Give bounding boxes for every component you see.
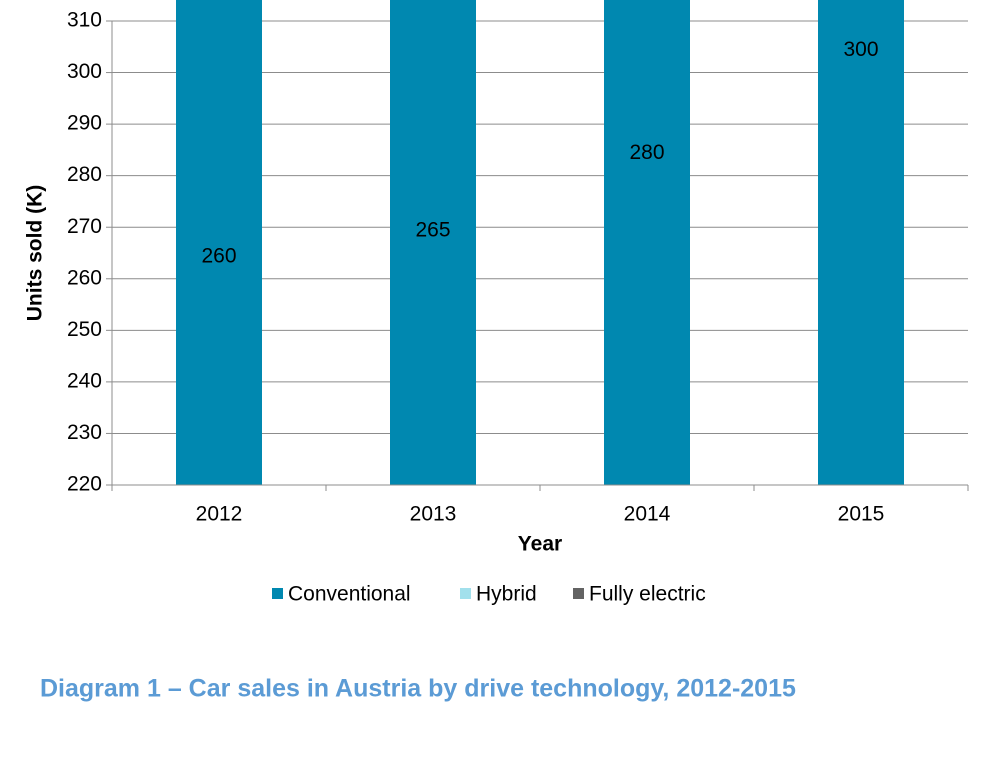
- bar-segment: [818, 0, 904, 485]
- y-tick-label: 310: [67, 9, 102, 32]
- total-label: 260: [201, 244, 236, 267]
- y-axis-label: Units sold (K): [24, 185, 47, 322]
- bar-segment: [176, 0, 262, 485]
- bar-segment: [604, 0, 690, 485]
- y-tick-label: 250: [67, 318, 102, 341]
- legend-swatch: [272, 588, 283, 599]
- y-tick-label: 260: [67, 266, 102, 289]
- total-label: 280: [629, 141, 664, 164]
- legend-label: Hybrid: [476, 583, 537, 606]
- x-tick-label: 2012: [196, 503, 243, 526]
- legend-label: Fully electric: [589, 583, 706, 606]
- x-tick-label: 2014: [624, 503, 671, 526]
- total-label: 300: [843, 38, 878, 61]
- legend-label: Conventional: [288, 583, 411, 606]
- y-tick-label: 220: [67, 473, 102, 496]
- y-tick-label: 240: [67, 369, 102, 392]
- y-tick-label: 270: [67, 215, 102, 238]
- y-tick-label: 290: [67, 112, 102, 135]
- y-tick-label: 230: [67, 421, 102, 444]
- bar-segment: [390, 0, 476, 485]
- legend-swatch: [573, 588, 584, 599]
- legend-swatch: [460, 588, 471, 599]
- x-axis-label: Year: [518, 533, 562, 556]
- y-tick-label: 280: [67, 163, 102, 186]
- y-tick-label: 300: [67, 60, 102, 83]
- x-tick-label: 2013: [410, 503, 457, 526]
- total-label: 265: [415, 219, 450, 242]
- caption: Diagram 1 – Car sales in Austria by driv…: [40, 675, 796, 703]
- x-tick-label: 2015: [838, 503, 885, 526]
